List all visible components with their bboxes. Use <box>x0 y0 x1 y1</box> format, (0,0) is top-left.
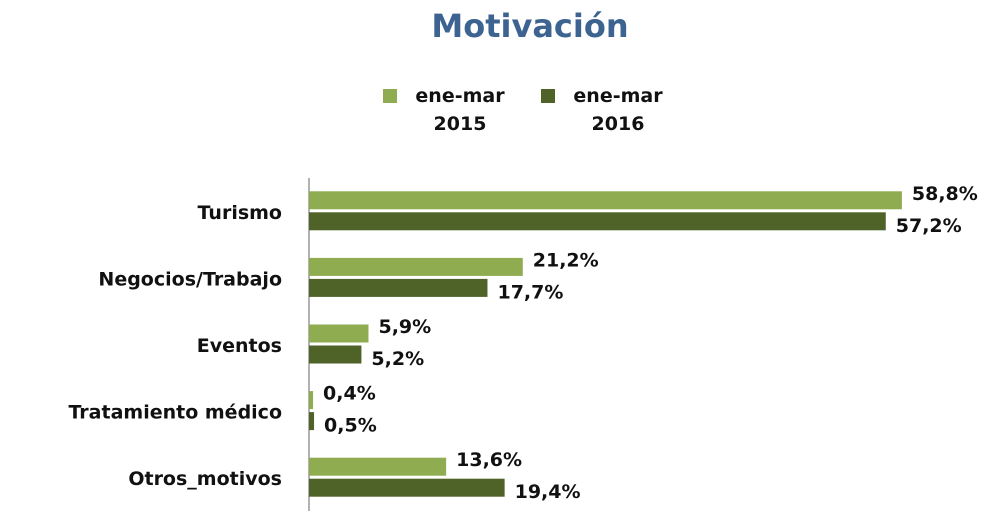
legend-item: ene-mar 2016 <box>541 82 677 138</box>
bar <box>309 324 369 343</box>
y-tick-label: Otros_motivos <box>128 468 282 490</box>
bar <box>309 191 902 210</box>
bar <box>309 212 886 231</box>
legend-swatch <box>383 89 397 103</box>
legend-label: ene-mar 2015 <box>415 85 505 135</box>
bar <box>309 345 362 364</box>
legend-swatch <box>541 89 555 103</box>
y-tick-label: Tratamiento médico <box>68 402 282 424</box>
legend-label: ene-mar 2016 <box>573 85 663 135</box>
bar <box>309 478 505 497</box>
data-label: 5,9% <box>378 316 431 338</box>
data-label: 21,2% <box>533 249 599 271</box>
bar <box>309 412 315 431</box>
data-label: 17,7% <box>497 281 563 303</box>
chart-title: Motivación <box>431 7 628 45</box>
data-label: 19,4% <box>515 481 581 503</box>
bar <box>309 278 488 297</box>
data-label: 0,5% <box>324 415 377 437</box>
data-label: 13,6% <box>456 449 522 471</box>
y-tick-label: Eventos <box>197 335 282 357</box>
y-tick-label: Negocios/Trabajo <box>98 268 282 290</box>
data-label: 57,2% <box>896 215 962 237</box>
data-label: 5,2% <box>371 348 424 370</box>
bar <box>309 391 314 410</box>
data-label: 58,8% <box>912 183 978 205</box>
bar <box>309 457 447 476</box>
legend-item: ene-mar 2015 <box>383 82 519 138</box>
data-label: 0,4% <box>323 383 376 405</box>
y-tick-label: Turismo <box>198 202 282 224</box>
bar <box>309 257 523 276</box>
